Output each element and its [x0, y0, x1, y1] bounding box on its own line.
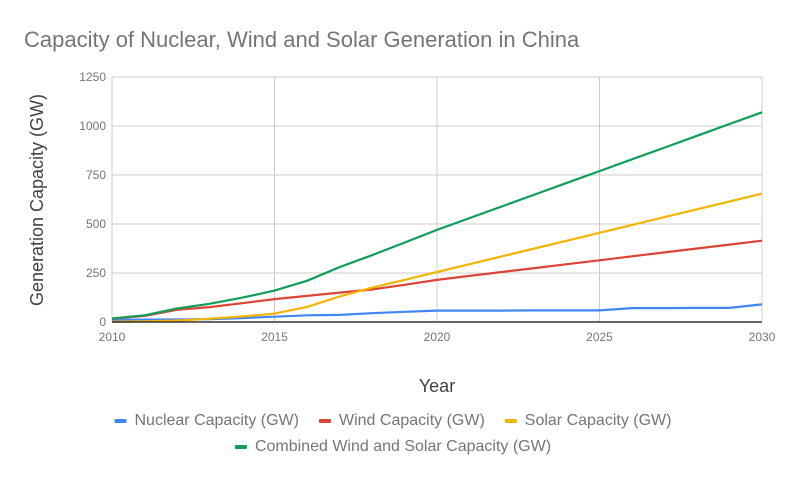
- x-tick-label: 2025: [586, 330, 613, 344]
- y-tick-label: 0: [99, 315, 106, 329]
- y-tick-label: 750: [86, 168, 106, 182]
- y-tick-label: 250: [86, 266, 106, 280]
- y-tick-label: 1000: [79, 119, 106, 133]
- series-line-3: [111, 111, 763, 320]
- legend-label: Solar Capacity (GW): [525, 412, 672, 429]
- legend-label: Nuclear Capacity (GW): [135, 412, 299, 429]
- y-tick-label: 500: [86, 217, 106, 231]
- x-tick-label: 2015: [261, 330, 288, 344]
- y-axis-title: Generation Capacity (GW): [27, 94, 47, 306]
- gridlines: [111, 76, 763, 323]
- legend: Nuclear Capacity (GW) Wind Capacity (GW) S…: [114, 412, 672, 455]
- x-tick-label: 2030: [749, 330, 776, 344]
- legend-item[interactable]: Wind Capacity (GW): [318, 412, 485, 429]
- x-tick-label: 2020: [424, 330, 451, 344]
- y-tick-label: 1250: [79, 70, 106, 84]
- series-line-2: [111, 192, 763, 323]
- series-line-1: [111, 239, 763, 320]
- legend-item[interactable]: Combined Wind and Solar Capacity (GW): [234, 438, 551, 455]
- legend-item[interactable]: Solar Capacity (GW): [504, 412, 672, 429]
- legend-item[interactable]: Nuclear Capacity (GW): [114, 412, 299, 429]
- series-lines: [111, 111, 763, 323]
- legend-swatch: [114, 419, 127, 423]
- chart-title: Capacity of Nuclear, Wind and Solar Gene…: [24, 27, 580, 52]
- legend-swatch: [234, 445, 247, 449]
- x-axis-ticks: 2010 2015 2020 2025 2030: [99, 330, 776, 344]
- legend-swatch: [504, 419, 517, 423]
- legend-label: Wind Capacity (GW): [339, 412, 485, 429]
- legend-swatch: [318, 419, 331, 423]
- x-tick-label: 2010: [99, 330, 126, 344]
- y-axis-ticks: 0 250 500 750 1000 1250: [79, 70, 106, 329]
- x-axis-title: Year: [419, 376, 455, 396]
- legend-label: Combined Wind and Solar Capacity (GW): [255, 438, 551, 455]
